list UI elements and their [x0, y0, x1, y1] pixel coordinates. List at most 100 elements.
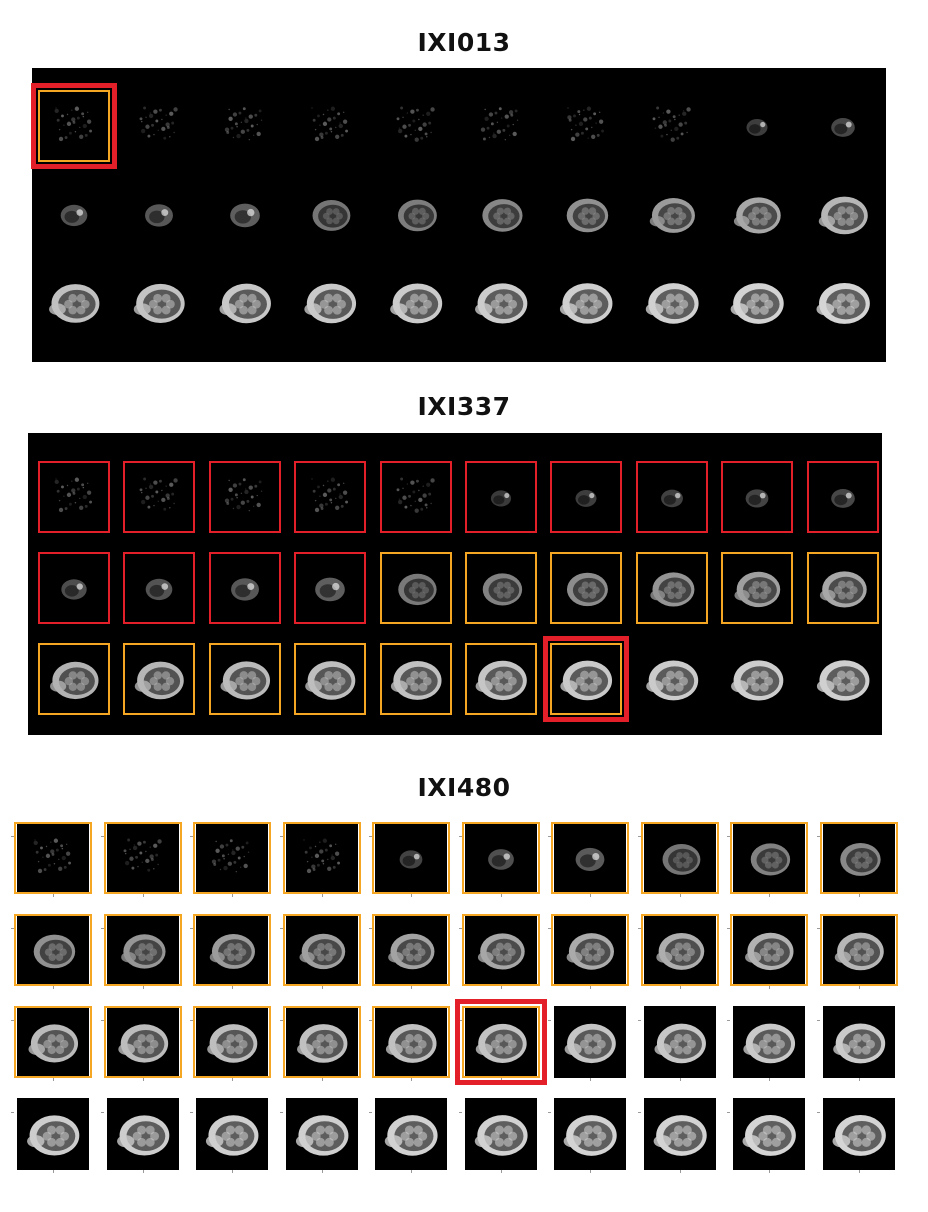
- slice-thumbnail[interactable]: [100, 1006, 182, 1081]
- slice-thumbnail[interactable]: [38, 461, 110, 533]
- slice-thumbnail[interactable]: [279, 914, 361, 989]
- slice-thumbnail[interactable]: [123, 643, 196, 715]
- slice-thumbnail[interactable]: [550, 552, 623, 624]
- slice-thumbnail[interactable]: [100, 822, 182, 897]
- slice-thumbnail[interactable]: [548, 1006, 629, 1081]
- slice-thumbnail[interactable]: [379, 461, 452, 533]
- slice-thumbnail[interactable]: [38, 552, 110, 624]
- slice-thumbnail[interactable]: [637, 1098, 719, 1173]
- slice-thumbnail[interactable]: [727, 822, 808, 897]
- slice-thumbnail[interactable]: [294, 178, 367, 250]
- slice-thumbnail[interactable]: [550, 178, 623, 250]
- slice-thumbnail[interactable]: [550, 90, 623, 162]
- slice-thumbnail[interactable]: [635, 90, 708, 162]
- slice-thumbnail[interactable]: [190, 822, 271, 897]
- slice-thumbnail[interactable]: [721, 90, 794, 162]
- slice-thumbnail[interactable]: [637, 822, 719, 897]
- slice-thumbnail[interactable]: [543, 636, 630, 722]
- slice-thumbnail[interactable]: [816, 1006, 898, 1081]
- slice-thumbnail[interactable]: [38, 178, 110, 250]
- slice-thumbnail[interactable]: [458, 822, 540, 897]
- slice-thumbnail[interactable]: [208, 643, 281, 715]
- slice-thumbnail[interactable]: [721, 552, 794, 624]
- slice-thumbnail[interactable]: [637, 914, 719, 989]
- slice-thumbnail[interactable]: [100, 914, 182, 989]
- slice-thumbnail[interactable]: [721, 178, 794, 250]
- slice-thumbnail[interactable]: [190, 1098, 271, 1173]
- slice-thumbnail[interactable]: [816, 822, 898, 897]
- slice-thumbnail[interactable]: [465, 552, 537, 624]
- slice-thumbnail[interactable]: [806, 461, 879, 533]
- slice-thumbnail[interactable]: [208, 461, 281, 533]
- slice-thumbnail[interactable]: [548, 822, 629, 897]
- slice-thumbnail[interactable]: [550, 461, 623, 533]
- slice-thumbnail[interactable]: [635, 461, 708, 533]
- slice-thumbnail[interactable]: [379, 178, 452, 250]
- slice-thumbnail[interactable]: [11, 1006, 92, 1081]
- slice-thumbnail[interactable]: [635, 178, 708, 250]
- slice-thumbnail[interactable]: [100, 1098, 182, 1173]
- slice-thumbnail[interactable]: [465, 90, 537, 162]
- slice-thumbnail[interactable]: [816, 914, 898, 989]
- slice-thumbnail[interactable]: [465, 178, 537, 250]
- slice-thumbnail[interactable]: [11, 822, 92, 897]
- slice-thumbnail[interactable]: [11, 1098, 92, 1173]
- slice-thumbnail[interactable]: [294, 90, 367, 162]
- slice-thumbnail[interactable]: [123, 461, 196, 533]
- slice-thumbnail[interactable]: [721, 461, 794, 533]
- slice-thumbnail[interactable]: [465, 461, 537, 533]
- slice-thumbnail[interactable]: [458, 914, 540, 989]
- slice-thumbnail[interactable]: [379, 643, 452, 715]
- slice-thumbnail[interactable]: [458, 1098, 540, 1173]
- slice-thumbnail[interactable]: [721, 643, 794, 715]
- slice-thumbnail[interactable]: [11, 914, 92, 989]
- slice-thumbnail[interactable]: [279, 822, 361, 897]
- slice-thumbnail[interactable]: [38, 266, 110, 338]
- slice-thumbnail[interactable]: [279, 1098, 361, 1173]
- slice-thumbnail[interactable]: [465, 266, 537, 338]
- slice-thumbnail[interactable]: [721, 266, 794, 338]
- slice-thumbnail[interactable]: [208, 266, 281, 338]
- slice-thumbnail[interactable]: [806, 643, 879, 715]
- slice-thumbnail[interactable]: [550, 266, 623, 338]
- slice-thumbnail[interactable]: [635, 266, 708, 338]
- slice-thumbnail[interactable]: [31, 83, 117, 169]
- slice-thumbnail[interactable]: [369, 914, 450, 989]
- slice-thumbnail[interactable]: [465, 643, 537, 715]
- slice-thumbnail[interactable]: [123, 90, 196, 162]
- slice-thumbnail[interactable]: [806, 266, 879, 338]
- slice-thumbnail[interactable]: [548, 914, 629, 989]
- slice-thumbnail[interactable]: [190, 1006, 271, 1081]
- slice-thumbnail[interactable]: [379, 266, 452, 338]
- slice-thumbnail[interactable]: [379, 90, 452, 162]
- slice-thumbnail[interactable]: [369, 1098, 450, 1173]
- slice-thumbnail[interactable]: [727, 1098, 808, 1173]
- slice-thumbnail[interactable]: [294, 552, 367, 624]
- slice-thumbnail[interactable]: [38, 643, 110, 715]
- slice-thumbnail[interactable]: [208, 552, 281, 624]
- slice-thumbnail[interactable]: [369, 822, 450, 897]
- slice-thumbnail[interactable]: [123, 552, 196, 624]
- slice-thumbnail[interactable]: [294, 266, 367, 338]
- slice-thumbnail[interactable]: [727, 914, 808, 989]
- slice-thumbnail[interactable]: [806, 90, 879, 162]
- slice-thumbnail[interactable]: [454, 999, 547, 1085]
- slice-thumbnail[interactable]: [635, 552, 708, 624]
- slice-thumbnail[interactable]: [294, 461, 367, 533]
- slice-thumbnail[interactable]: [123, 266, 196, 338]
- slice-thumbnail[interactable]: [123, 178, 196, 250]
- slice-thumbnail[interactable]: [294, 643, 367, 715]
- slice-thumbnail[interactable]: [635, 643, 708, 715]
- slice-thumbnail[interactable]: [806, 552, 879, 624]
- slice-thumbnail[interactable]: [548, 1098, 629, 1173]
- slice-thumbnail[interactable]: [379, 552, 452, 624]
- slice-thumbnail[interactable]: [637, 1006, 719, 1081]
- slice-thumbnail[interactable]: [190, 914, 271, 989]
- slice-thumbnail[interactable]: [806, 178, 879, 250]
- slice-thumbnail[interactable]: [279, 1006, 361, 1081]
- slice-thumbnail[interactable]: [208, 178, 281, 250]
- slice-thumbnail[interactable]: [727, 1006, 808, 1081]
- slice-thumbnail[interactable]: [816, 1098, 898, 1173]
- slice-thumbnail[interactable]: [208, 90, 281, 162]
- slice-thumbnail[interactable]: [369, 1006, 450, 1081]
